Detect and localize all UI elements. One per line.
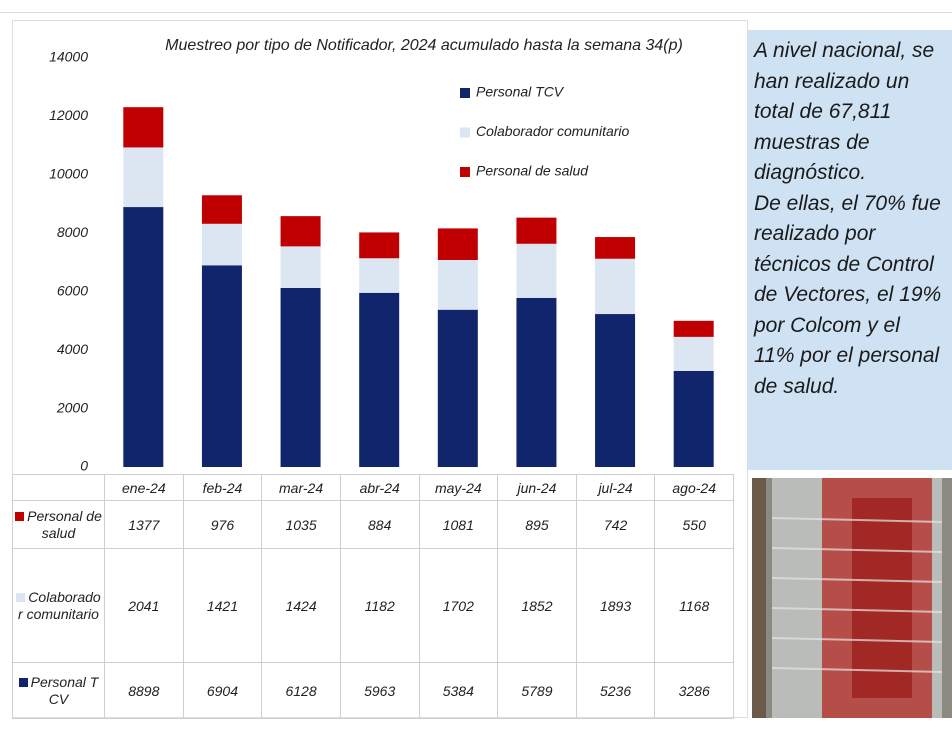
row-label: Personal TCV: [31, 674, 99, 707]
legend-label: Colaborador comunitario: [476, 123, 630, 139]
annotation-box: A nivel nacional, se han realizado un to…: [748, 30, 952, 470]
bar-segment: [516, 298, 556, 467]
legend-label: Personal TCV: [476, 84, 565, 100]
y-tick-label: 14000: [49, 49, 88, 65]
bar-segment: [123, 147, 163, 207]
legend-swatch: [460, 167, 470, 177]
chart: Muestreo por tipo de Notificador, 2024 a…: [0, 0, 748, 474]
y-tick-label: 4000: [57, 341, 88, 357]
bar-segment: [674, 371, 714, 467]
bar-segment: [438, 310, 478, 467]
table-value: 1035: [262, 501, 341, 549]
x-tick-label: may-24: [419, 475, 498, 501]
bar-segment: [359, 232, 399, 258]
y-tick-label: 0: [80, 458, 88, 474]
table-value: 976: [183, 501, 262, 549]
row-header: Colaborador comunitario: [13, 549, 105, 663]
table-value: 1168: [655, 549, 734, 663]
y-tick-label: 12000: [49, 107, 88, 123]
table-value: 1893: [576, 549, 655, 663]
row-label: Colaborador comunitario: [18, 589, 101, 622]
bar-segment: [281, 246, 321, 288]
table-value: 1852: [498, 549, 577, 663]
bar-segment: [281, 288, 321, 467]
table-value: 884: [340, 501, 419, 549]
table-value: 895: [498, 501, 577, 549]
x-tick-label: feb-24: [183, 475, 262, 501]
x-tick-label: jul-24: [576, 475, 655, 501]
x-tick-label: mar-24: [262, 475, 341, 501]
row-header: Personal TCV: [13, 663, 105, 719]
table-value: 1421: [183, 549, 262, 663]
row-header: Personal de salud: [13, 501, 105, 549]
bar-segment: [281, 216, 321, 246]
table-value: 1702: [419, 549, 498, 663]
legend-swatch: [460, 88, 470, 98]
row-swatch: [15, 512, 24, 521]
y-tick-label: 6000: [57, 282, 88, 298]
y-tick-label: 2000: [56, 399, 88, 415]
bar-segment: [438, 260, 478, 310]
table-value: 1182: [340, 549, 419, 663]
corner-cell: [13, 475, 105, 501]
y-tick-label: 8000: [57, 224, 88, 240]
chart-title: Muestreo por tipo de Notificador, 2024 a…: [165, 37, 683, 54]
table-value: 1081: [419, 501, 498, 549]
legend-swatch: [460, 128, 470, 138]
table-value: 1424: [262, 549, 341, 663]
y-tick-label: 10000: [49, 166, 88, 182]
bar-segment: [359, 293, 399, 467]
table-value: 6904: [183, 663, 262, 719]
x-tick-label: abr-24: [340, 475, 419, 501]
bar-segment: [202, 224, 242, 266]
bar-segment: [438, 228, 478, 260]
x-tick-label: jun-24: [498, 475, 577, 501]
annotation: A nivel nacional, se han realizado un to…: [754, 36, 946, 189]
x-tick-label: ago-24: [655, 475, 734, 501]
table-value: 5384: [419, 663, 498, 719]
bar-segment: [202, 195, 242, 224]
annotation: De ellas, el 70% fue realizado por técni…: [754, 189, 946, 403]
table-value: 8898: [105, 663, 184, 719]
bar-segment: [123, 207, 163, 467]
photo: [752, 478, 952, 718]
table-value: 6128: [262, 663, 341, 719]
legend-label: Personal de salud: [476, 163, 589, 179]
table-value: 5236: [576, 663, 655, 719]
bar-segment: [595, 314, 635, 467]
bar-segment: [516, 244, 556, 298]
bar-segment: [202, 265, 242, 467]
table-value: 3286: [655, 663, 734, 719]
x-tick-label: ene-24: [105, 475, 184, 501]
row-swatch: [19, 678, 28, 687]
page: Muestreo por tipo de Notificador, 2024 a…: [0, 0, 952, 737]
bar-segment: [595, 237, 635, 259]
table-value: 550: [655, 501, 734, 549]
row-label: Personal de salud: [27, 508, 102, 541]
bar-segment: [516, 218, 556, 244]
bar-segment: [674, 337, 714, 371]
row-swatch: [16, 593, 25, 602]
table-value: 5963: [340, 663, 419, 719]
table-value: 1377: [105, 501, 184, 549]
bar-segment: [595, 259, 635, 314]
bar-segment: [123, 107, 163, 147]
table-value: 742: [576, 501, 655, 549]
table-value: 5789: [498, 663, 577, 719]
bar-segment: [674, 321, 714, 337]
table-value: 2041: [105, 549, 184, 663]
bar-segment: [359, 258, 399, 293]
